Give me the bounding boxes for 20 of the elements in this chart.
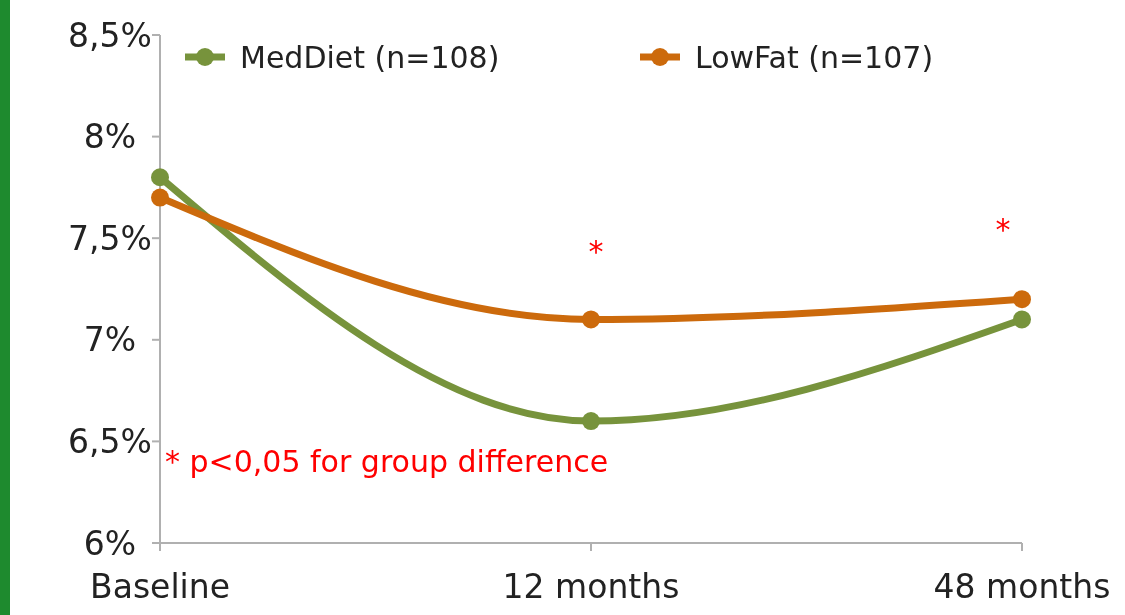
- legend-label: LowFat (n=107): [695, 39, 934, 75]
- x-tick-label: 12 months: [502, 567, 680, 606]
- x-tick-label: 48 months: [933, 567, 1111, 606]
- point: [582, 310, 600, 329]
- point: [1013, 290, 1031, 309]
- y-tick-label: 7,5%: [68, 218, 152, 258]
- y-tick-label: 6%: [83, 523, 137, 563]
- legend-label: MedDiet (n=108): [240, 39, 500, 75]
- y-tick-label: 6,5%: [68, 421, 152, 461]
- annotation: *: [995, 212, 1011, 247]
- point: [151, 188, 169, 207]
- point: [1013, 310, 1031, 329]
- annotation: *: [588, 234, 604, 269]
- point: [582, 412, 600, 431]
- x-tick-label: Baseline: [90, 567, 230, 606]
- annotation: * p<0,05 for group difference: [165, 444, 609, 479]
- y-tick-label: 7%: [83, 320, 137, 360]
- point: [151, 168, 169, 187]
- y-tick-label: 8%: [83, 117, 137, 157]
- y-tick-label: 8,5%: [68, 15, 152, 55]
